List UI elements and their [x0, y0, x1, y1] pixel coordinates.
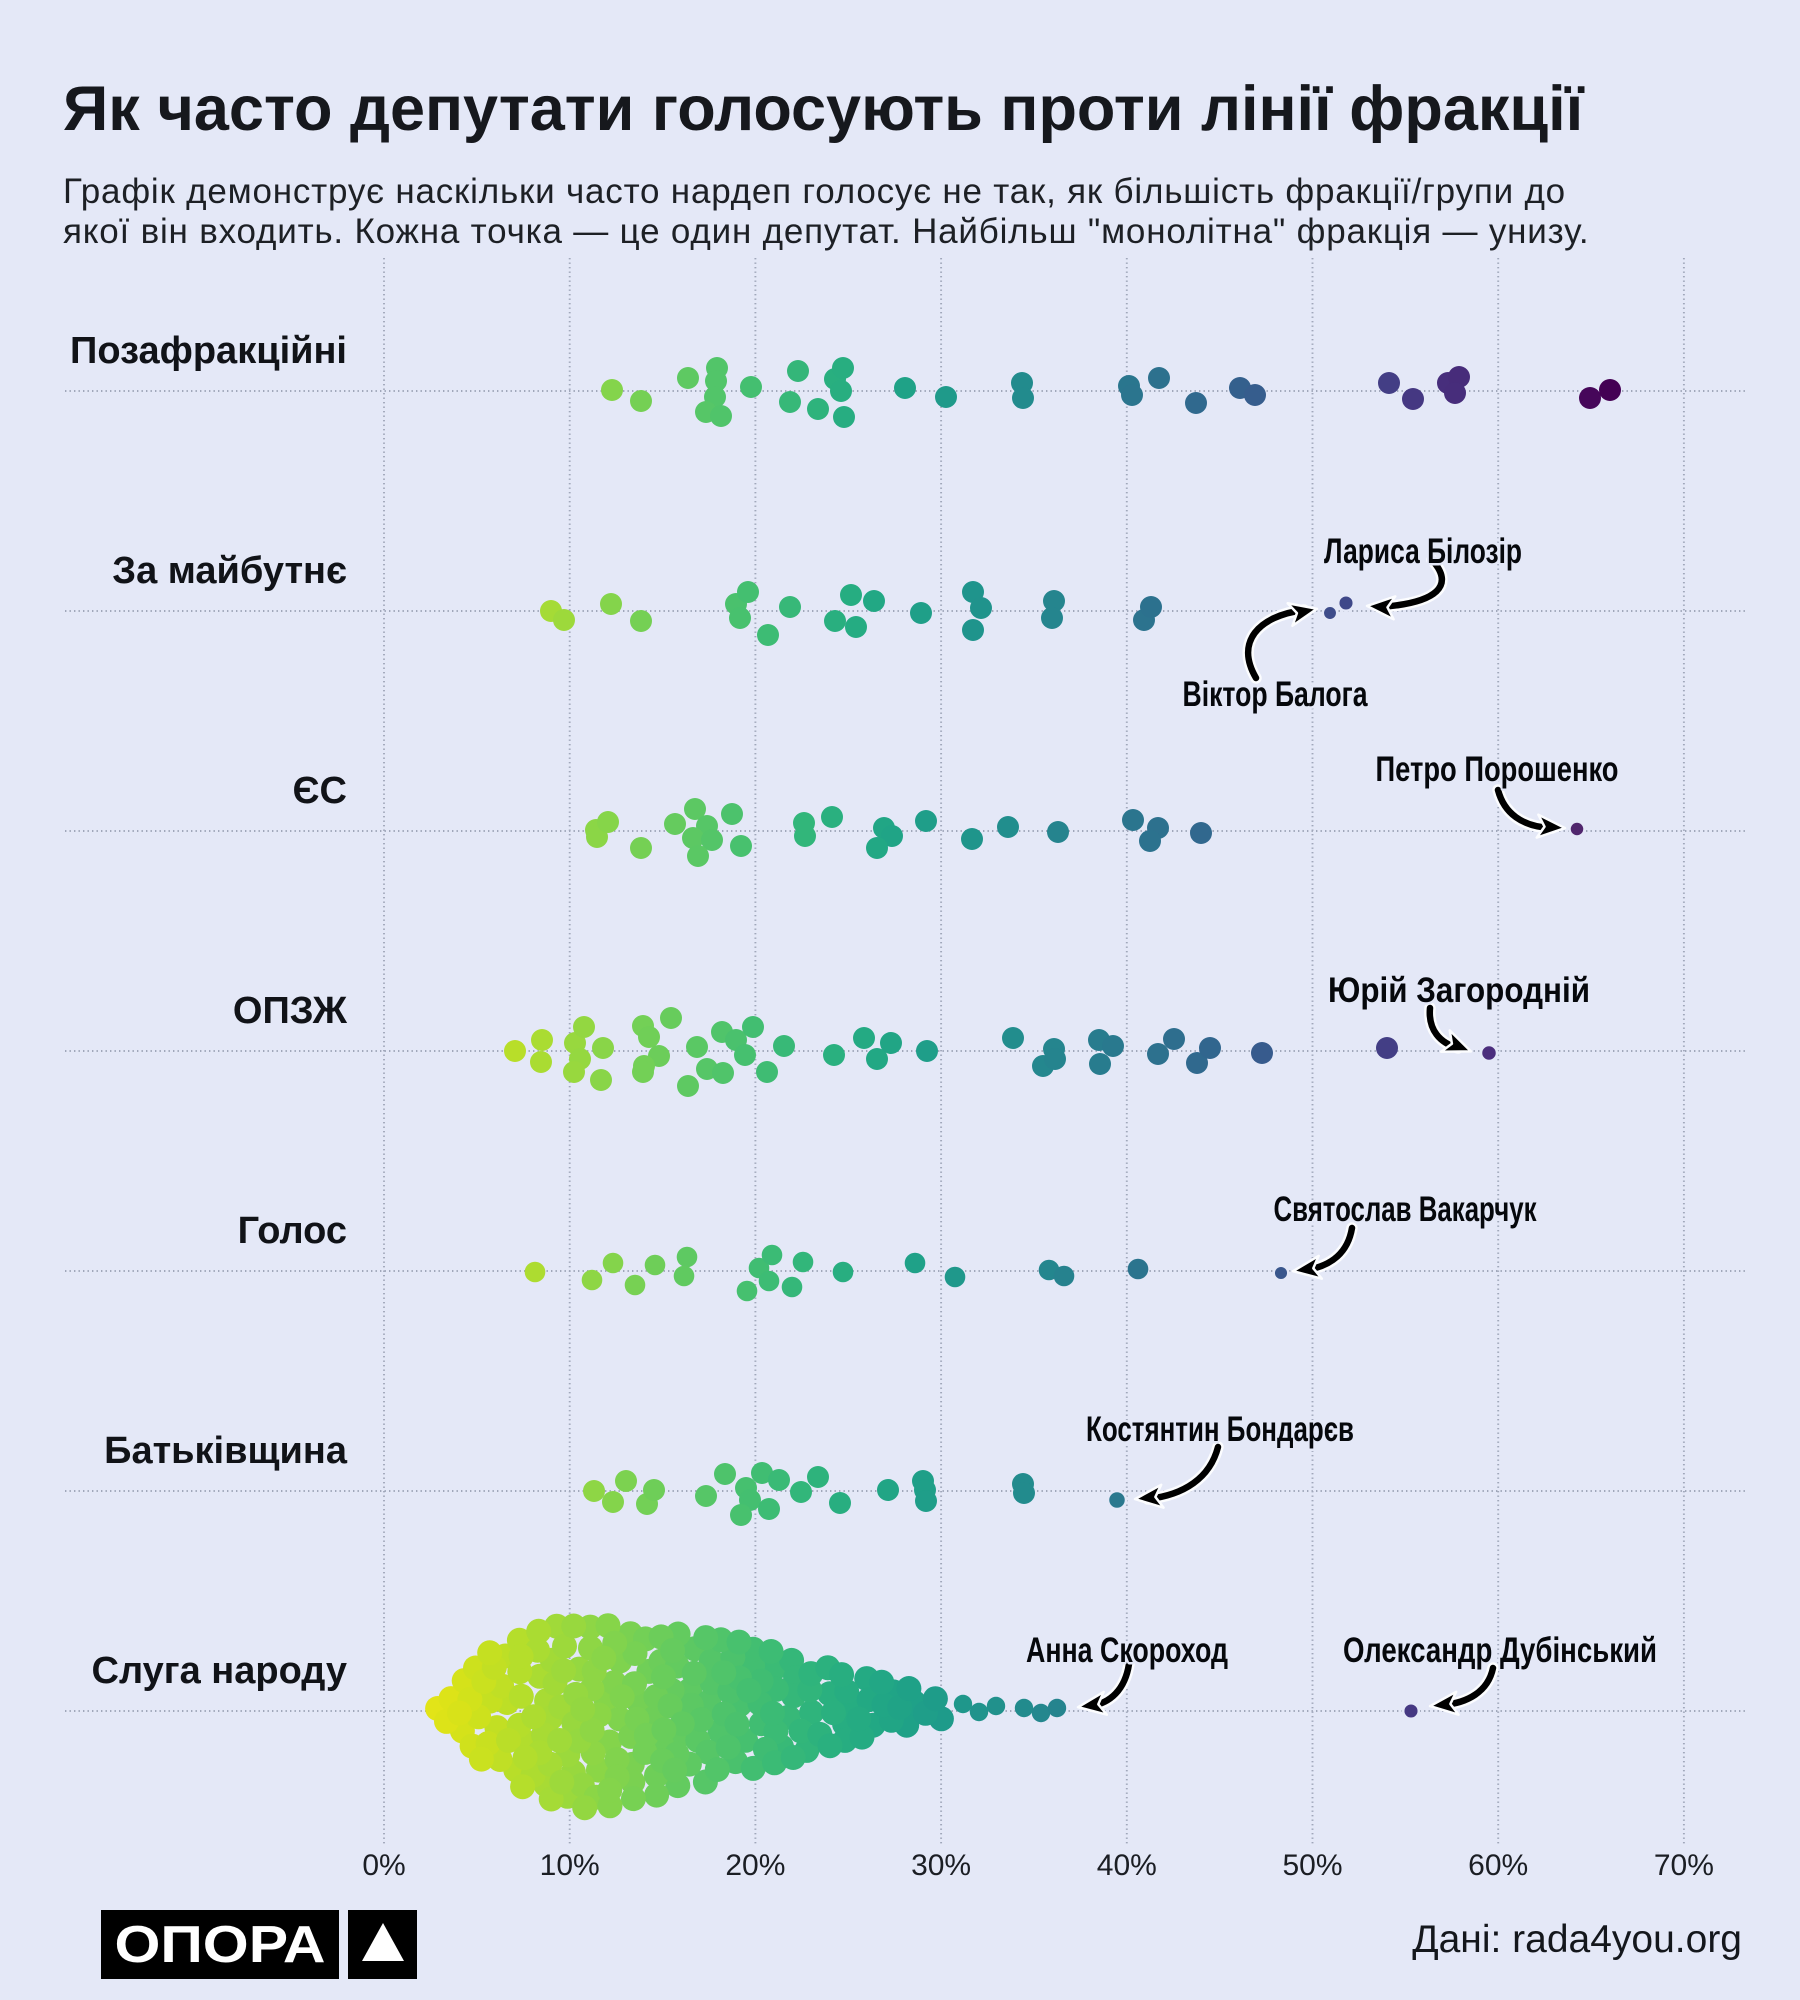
svg-text:Позафракційні: Позафракційні — [70, 330, 347, 372]
svg-text:Юрій Загородній: Юрій Загородній — [1328, 971, 1590, 1010]
svg-text:Анна Скороход: Анна Скороход — [1026, 1631, 1228, 1670]
svg-text:Голос: Голос — [238, 1210, 347, 1252]
svg-text:Як часто депутати голосують пр: Як часто депутати голосують проти лінії … — [63, 74, 1585, 144]
svg-text:Дані: rada4you.org: Дані: rada4you.org — [1412, 1918, 1742, 1961]
svg-text:Лариса Білозір: Лариса Білозір — [1324, 532, 1522, 571]
svg-text:Графік демонструє наскільки ча: Графік демонструє наскільки часто нардеп… — [63, 172, 1566, 211]
svg-text:10%: 10% — [540, 1849, 600, 1882]
svg-text:50%: 50% — [1282, 1849, 1342, 1882]
svg-text:Олександр Дубінський: Олександр Дубінський — [1343, 1631, 1657, 1670]
svg-text:За майбутнє: За майбутнє — [112, 550, 347, 592]
svg-text:ОПЗЖ: ОПЗЖ — [233, 990, 348, 1032]
svg-text:Петро Порошенко: Петро Порошенко — [1376, 750, 1619, 789]
svg-text:ОПОРА: ОПОРА — [115, 1916, 326, 1974]
svg-text:40%: 40% — [1097, 1849, 1157, 1882]
svg-text:Слуга народу: Слуга народу — [92, 1650, 347, 1692]
svg-text:ЄС: ЄС — [293, 770, 347, 812]
svg-text:Костянтин Бондарєв: Костянтин Бондарєв — [1086, 1410, 1354, 1449]
svg-text:0%: 0% — [362, 1849, 405, 1882]
svg-text:Батьківщина: Батьківщина — [104, 1430, 348, 1472]
svg-text:30%: 30% — [911, 1849, 971, 1882]
svg-text:Віктор Балога: Віктор Балога — [1183, 675, 1368, 714]
svg-text:70%: 70% — [1654, 1849, 1714, 1882]
svg-text:якої він входить. Кожна точка: якої він входить. Кожна точка — це один … — [63, 212, 1589, 251]
svg-text:20%: 20% — [725, 1849, 785, 1882]
svg-text:Святослав Вакарчук: Святослав Вакарчук — [1274, 1190, 1537, 1229]
svg-text:60%: 60% — [1468, 1849, 1528, 1882]
